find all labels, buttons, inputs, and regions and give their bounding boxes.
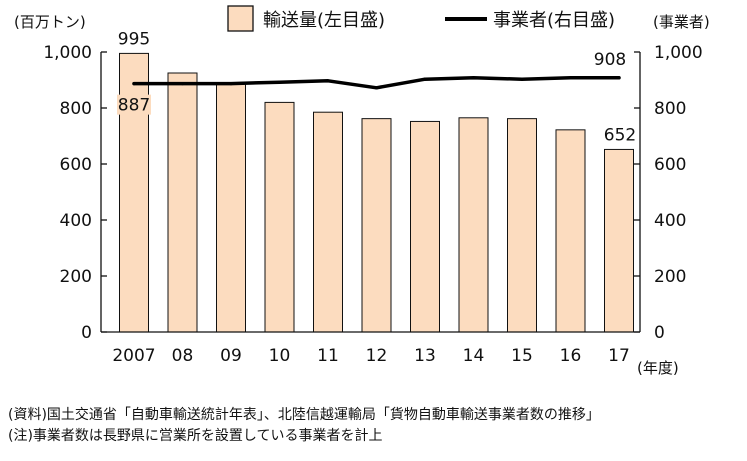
- x-tick-label: 09: [220, 346, 242, 366]
- left-axis-tick-label: 0: [81, 323, 92, 343]
- data-labels: 995 887 652 908: [117, 29, 636, 145]
- source-note: (資料)国土交通省「自動車輸送統計年表」、北陸信越運輸局「貨物自動車輸送事業者数…: [8, 407, 600, 423]
- right-axis-tick-label: 600: [654, 155, 686, 175]
- x-tick-label: 17: [608, 346, 630, 366]
- x-tick-label: 16: [560, 346, 582, 366]
- chart-notes: (資料)国土交通省「自動車輸送統計年表」、北陸信越運輸局「貨物自動車輸送事業者数…: [8, 405, 743, 447]
- x-tick-label: 14: [463, 346, 485, 366]
- right-axis-tick-label: 1,000: [654, 43, 703, 63]
- line-point: [277, 80, 282, 84]
- left-axis-tick-label: 800: [60, 99, 92, 119]
- x-axis-unit: (年度): [637, 359, 679, 377]
- bar: [604, 148, 634, 333]
- bar: [555, 129, 586, 333]
- right-axis-unit: (事業者): [653, 13, 710, 31]
- x-tick-label: 12: [366, 346, 388, 366]
- right-axis-tick-label: 400: [654, 211, 686, 231]
- line-point: [471, 76, 476, 80]
- bar: [410, 120, 440, 333]
- bar: [264, 101, 295, 333]
- right-axis-tick-label: 0: [654, 323, 665, 343]
- line-point: [229, 82, 233, 86]
- x-tick-label: 2007: [112, 346, 155, 366]
- data-label: 652: [604, 125, 636, 145]
- bar-series: [119, 52, 634, 333]
- x-tick-label: 15: [511, 346, 533, 366]
- line-point: [326, 79, 330, 83]
- data-label: 908: [594, 50, 626, 70]
- bar: [458, 117, 489, 333]
- x-axis: 2007 08 09 10 11 12 13 14 15 16 17 (年度): [101, 331, 679, 377]
- legend-label-line: 事業者(右目盛): [493, 10, 615, 31]
- right-axis: (事業者) 0 200 400 600 800 1,000: [634, 13, 710, 343]
- right-axis-tick-label: 800: [654, 99, 686, 119]
- bar: [507, 118, 537, 333]
- line-point: [374, 86, 379, 90]
- data-label: 887: [118, 96, 150, 116]
- legend-swatch-bar: [227, 5, 254, 32]
- line-point: [568, 76, 573, 80]
- x-tick-label: 13: [414, 346, 436, 366]
- line-point: [423, 77, 427, 81]
- footnote: (注)事業者数は長野県に営業所を設置している事業者を計上: [8, 428, 383, 444]
- legend: 輸送量(左目盛) 事業者(右目盛): [227, 5, 615, 32]
- left-axis-tick-label: 400: [60, 211, 92, 231]
- line-point: [520, 77, 524, 81]
- legend-label-bar: 輸送量(左目盛): [263, 10, 385, 31]
- line-point: [617, 76, 621, 80]
- left-axis-tick-label: 200: [60, 267, 92, 287]
- bar: [216, 82, 246, 333]
- x-tick-label: 10: [269, 346, 291, 366]
- bar: [361, 118, 392, 333]
- left-axis: (百万トン) 0 200 400 600 800 1,000: [14, 13, 107, 343]
- left-axis-tick-label: 600: [60, 155, 92, 175]
- data-label: 995: [118, 29, 150, 49]
- right-axis-tick-label: 200: [654, 267, 686, 287]
- bar: [167, 72, 198, 333]
- line-point: [180, 82, 185, 86]
- x-tick-label: 08: [172, 346, 194, 366]
- bar: [313, 111, 343, 333]
- line-series: [132, 76, 621, 90]
- left-axis-unit: (百万トン): [14, 13, 86, 31]
- line-point: [132, 82, 136, 86]
- x-tick-label: 11: [317, 346, 339, 366]
- left-axis-tick-label: 1,000: [43, 43, 92, 63]
- data-label-backdrop: [117, 94, 151, 115]
